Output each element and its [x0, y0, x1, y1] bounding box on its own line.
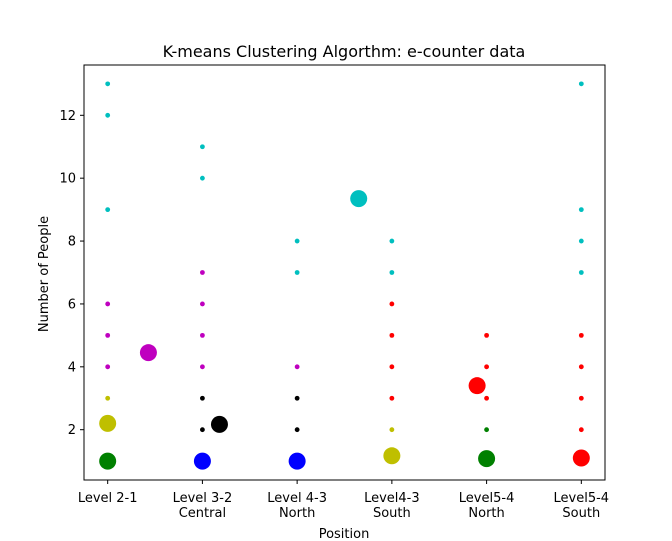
y-tick-label: 10: [59, 172, 76, 187]
centroid-point: [210, 415, 228, 433]
data-point: [200, 175, 205, 181]
x-tick-label: Level4-3: [364, 491, 420, 506]
y-axis: 2 4 6 8 10 12: [59, 109, 84, 438]
data-point: [200, 427, 205, 433]
data-point: [484, 395, 489, 401]
centroid-point: [288, 452, 306, 470]
data-point: [294, 427, 300, 433]
data-point: [578, 238, 584, 244]
data-point: [294, 238, 300, 244]
data-point: [294, 270, 300, 275]
data-point: [389, 270, 395, 275]
data-point: [578, 395, 584, 401]
data-point: [389, 427, 395, 433]
data-point: [105, 364, 111, 370]
data-point: [200, 270, 205, 275]
data-point: [200, 395, 205, 401]
x-tick-label: South: [562, 506, 600, 521]
centroid-point: [99, 414, 117, 432]
data-point: [200, 364, 205, 370]
centroid-point: [478, 450, 496, 468]
y-tick-label: 2: [68, 423, 76, 438]
data-point: [578, 427, 584, 433]
data-point: [294, 364, 300, 370]
data-point: [200, 301, 205, 307]
data-point: [105, 207, 111, 213]
data-point: [105, 301, 111, 307]
data-point: [389, 301, 395, 307]
x-tick-label: Level 3-2: [173, 491, 233, 506]
data-point: [389, 395, 395, 401]
data-point: [105, 112, 111, 118]
centroid-point: [350, 190, 368, 208]
data-point: [200, 144, 205, 150]
data-point: [578, 207, 584, 213]
data-point: [294, 395, 300, 401]
x-tick-label: North: [468, 506, 504, 521]
plot-area: [99, 81, 590, 470]
data-point: [389, 238, 395, 244]
centroid-point: [99, 452, 117, 470]
data-point: [578, 81, 584, 87]
y-axis-label: Number of People: [37, 216, 52, 332]
data-point: [105, 395, 111, 401]
data-point: [578, 364, 584, 370]
plot-frame: [83, 64, 606, 481]
data-point: [389, 364, 395, 370]
chart-title: K-means Clustering Algorthm: e-counter d…: [163, 42, 526, 61]
x-tick-label: Central: [179, 506, 226, 521]
x-tick-label: Level5-4: [459, 491, 515, 506]
x-tick-label: Level5-4: [554, 491, 610, 506]
y-tick-label: 4: [68, 360, 76, 375]
centroid-point: [383, 447, 401, 465]
data-point: [484, 332, 489, 338]
x-tick-label: North: [279, 506, 315, 521]
y-tick-label: 8: [68, 235, 76, 250]
data-point: [484, 427, 489, 433]
x-tick-label: Level 2-1: [78, 491, 138, 506]
x-axis-label: Position: [319, 527, 370, 541]
data-point: [105, 332, 111, 338]
y-tick-label: 6: [68, 297, 76, 312]
data-point: [105, 81, 111, 87]
data-point: [200, 332, 205, 338]
data-point: [578, 270, 584, 275]
x-tick-label: South: [373, 506, 411, 521]
centroid-point: [572, 449, 590, 467]
data-point: [578, 332, 584, 338]
data-point: [389, 332, 395, 338]
data-point: [484, 364, 489, 370]
y-tick-label: 12: [59, 109, 76, 124]
centroid-point: [468, 377, 486, 395]
centroid-point: [139, 344, 157, 362]
centroid-point: [193, 452, 211, 470]
x-tick-label: Level 4-3: [267, 491, 327, 506]
